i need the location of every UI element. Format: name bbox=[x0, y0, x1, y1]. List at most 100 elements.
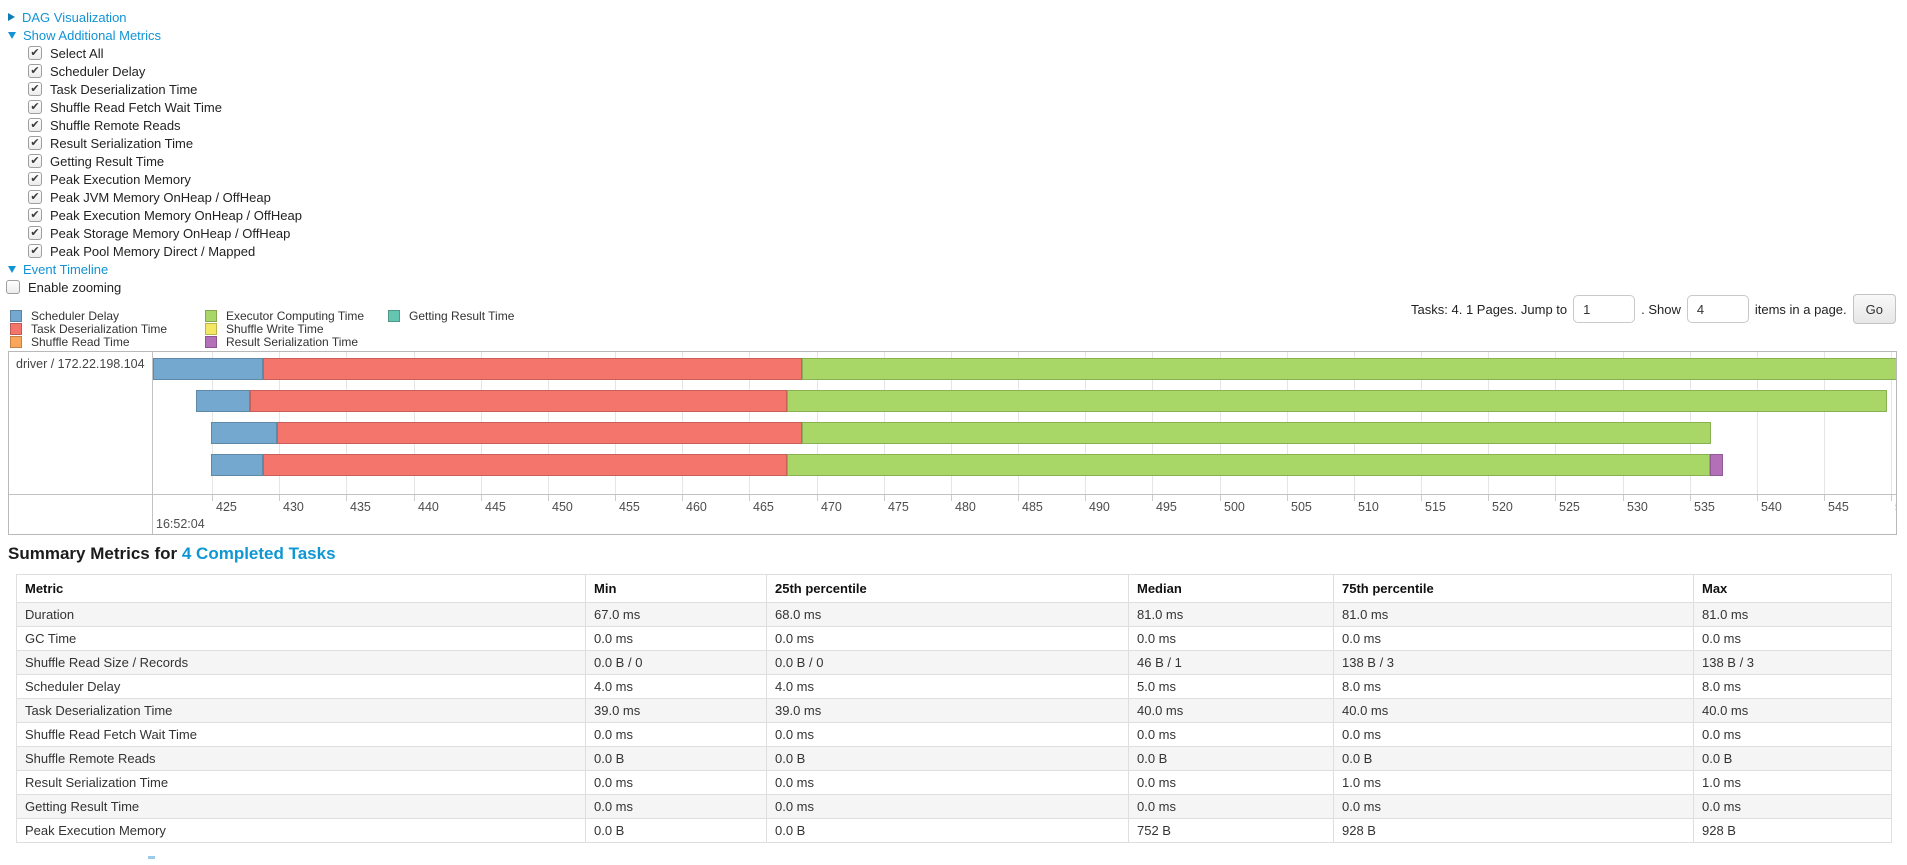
task-bar-segment[interactable] bbox=[801, 358, 1896, 380]
metric-checkbox[interactable]: ✔ bbox=[28, 244, 42, 258]
time-major-label: 16:52:04 bbox=[156, 517, 205, 531]
metric-checkbox-label: Select All bbox=[50, 45, 104, 61]
metric-checkbox-item[interactable]: ✔ Shuffle Remote Reads bbox=[0, 116, 900, 134]
metric-checkbox-item[interactable]: ✔ Select All bbox=[0, 44, 900, 62]
time-tick-label: 425 bbox=[216, 500, 237, 514]
legend-item: Executor Computing Time bbox=[205, 309, 364, 323]
metric-checkbox-item[interactable]: ✔ Getting Result Time bbox=[0, 152, 900, 170]
stage-page-controls: DAG Visualization Show Additional Metric… bbox=[0, 8, 900, 296]
task-bar-segment[interactable] bbox=[787, 390, 1888, 412]
table-row: GC Time 0.0 ms 0.0 ms 0.0 ms 0.0 ms 0.0 ms bbox=[16, 626, 1892, 651]
time-tick-label: 515 bbox=[1425, 500, 1446, 514]
legend-column: Executor Computing Time Shuffle Write Tim… bbox=[205, 309, 364, 349]
completed-tasks-link[interactable]: 4 Completed Tasks bbox=[181, 544, 336, 563]
metric-name-cell: Task Deserialization Time bbox=[16, 698, 586, 723]
metric-checkbox-item[interactable]: ✔ Shuffle Read Fetch Wait Time bbox=[0, 98, 900, 116]
items-per-page-input[interactable] bbox=[1686, 295, 1749, 323]
metric-checkbox-item[interactable]: ✔ Task Deserialization Time bbox=[0, 80, 900, 98]
time-tick-label: 530 bbox=[1627, 500, 1648, 514]
metric-checkbox[interactable]: ✔ bbox=[28, 100, 42, 114]
metric-value-cell: 40.0 ms bbox=[1333, 698, 1694, 723]
dag-visualization-toggle[interactable]: DAG Visualization bbox=[0, 8, 900, 26]
metric-value-cell: 0.0 B bbox=[585, 746, 767, 771]
legend-item-label: Scheduler Delay bbox=[31, 308, 120, 323]
metric-value-cell: 81.0 ms bbox=[1693, 602, 1892, 627]
metric-checkbox[interactable]: ✔ bbox=[28, 172, 42, 186]
enable-zooming-checkbox[interactable] bbox=[6, 280, 20, 294]
metric-checkbox[interactable]: ✔ bbox=[28, 118, 42, 132]
time-tick-label: 455 bbox=[619, 500, 640, 514]
summary-column-header: 75th percentile bbox=[1333, 574, 1694, 603]
legend-swatch-icon bbox=[388, 309, 400, 322]
metric-value-cell: 1.0 ms bbox=[1333, 770, 1694, 795]
jump-to-page-input[interactable] bbox=[1573, 295, 1636, 323]
metric-value-cell: 752 B bbox=[1128, 818, 1334, 843]
task-bar-segment[interactable] bbox=[801, 422, 1712, 444]
metric-checkbox-item[interactable]: ✔ Peak Storage Memory OnHeap / OffHeap bbox=[0, 224, 900, 242]
task-bar-segment[interactable] bbox=[263, 358, 802, 380]
time-tickmark bbox=[279, 495, 280, 501]
metric-value-cell: 0.0 B / 0 bbox=[585, 650, 767, 675]
time-tick-label: 495 bbox=[1156, 500, 1177, 514]
metric-value-cell: 0.0 B bbox=[585, 818, 767, 843]
time-tick-label: 460 bbox=[686, 500, 707, 514]
metric-checkbox[interactable]: ✔ bbox=[28, 226, 42, 240]
time-tick-label: 450 bbox=[552, 500, 573, 514]
metric-checkbox[interactable]: ✔ bbox=[28, 154, 42, 168]
metric-value-cell: 8.0 ms bbox=[1693, 674, 1892, 699]
metric-checkbox[interactable]: ✔ bbox=[28, 190, 42, 204]
metric-checkbox-item[interactable]: ✔ Peak Execution Memory OnHeap / OffHeap bbox=[0, 206, 900, 224]
task-bar-segment[interactable] bbox=[1709, 454, 1724, 476]
metric-checkbox[interactable]: ✔ bbox=[28, 46, 42, 60]
group-column-divider bbox=[152, 352, 153, 534]
collapsed-arrow-icon bbox=[8, 13, 15, 21]
legend-item: Shuffle Write Time bbox=[205, 322, 364, 336]
metric-checkbox-label: Scheduler Delay bbox=[50, 63, 146, 79]
task-bar-segment[interactable] bbox=[210, 454, 264, 476]
metric-checkbox[interactable]: ✔ bbox=[28, 64, 42, 78]
metric-checkbox-item[interactable]: ✔ Peak Execution Memory bbox=[0, 170, 900, 188]
task-bar-segment[interactable] bbox=[249, 390, 788, 412]
task-bar-segment[interactable] bbox=[210, 422, 277, 444]
event-timeline-label: Event Timeline bbox=[23, 261, 109, 277]
additional-metrics-checkbox-list: ✔ Select All ✔ Scheduler Delay ✔ Task Deseria… bbox=[0, 44, 900, 260]
legend-item: Shuffle Read Time bbox=[10, 335, 167, 349]
metric-checkbox[interactable]: ✔ bbox=[28, 82, 42, 96]
show-additional-metrics-toggle[interactable]: Show Additional Metrics bbox=[0, 26, 900, 44]
metric-value-cell: 40.0 ms bbox=[1693, 698, 1892, 723]
time-tickmark bbox=[1757, 495, 1758, 501]
metric-value-cell: 0.0 ms bbox=[585, 626, 767, 651]
metric-checkbox-label: Peak JVM Memory OnHeap / OffHeap bbox=[50, 189, 271, 205]
metric-checkbox[interactable]: ✔ bbox=[28, 208, 42, 222]
metric-value-cell: 928 B bbox=[1333, 818, 1694, 843]
metric-value-cell: 0.0 ms bbox=[585, 770, 767, 795]
metric-checkbox[interactable]: ✔ bbox=[28, 136, 42, 150]
metric-value-cell: 138 B / 3 bbox=[1333, 650, 1694, 675]
task-bar-segment[interactable] bbox=[263, 454, 788, 476]
metric-checkbox-item[interactable]: ✔ Peak Pool Memory Direct / Mapped bbox=[0, 242, 900, 260]
enable-zooming-option[interactable]: Enable zooming bbox=[0, 278, 900, 296]
go-button[interactable]: Go bbox=[1852, 294, 1896, 324]
legend-item: Result Serialization Time bbox=[205, 335, 364, 349]
time-tickmark bbox=[1085, 495, 1086, 501]
task-bar-segment[interactable] bbox=[195, 390, 250, 412]
time-tickmark bbox=[1018, 495, 1019, 501]
event-timeline-toggle[interactable]: Event Timeline bbox=[0, 260, 900, 278]
metric-checkbox-item[interactable]: ✔ Scheduler Delay bbox=[0, 62, 900, 80]
metric-value-cell: 4.0 ms bbox=[585, 674, 767, 699]
table-row: Task Deserialization Time 39.0 ms 39.0 ms 4… bbox=[16, 698, 1892, 723]
time-gridline bbox=[1891, 352, 1892, 494]
task-bar-segment[interactable] bbox=[153, 358, 264, 380]
time-tickmark bbox=[346, 495, 347, 501]
metric-checkbox-item[interactable]: ✔ Result Serialization Time bbox=[0, 134, 900, 152]
time-tickmark bbox=[414, 495, 415, 501]
metric-value-cell: 0.0 ms bbox=[766, 794, 1129, 819]
legend-item-label: Task Deserialization Time bbox=[31, 322, 168, 337]
task-bar-segment[interactable] bbox=[787, 454, 1710, 476]
metric-name-cell: Scheduler Delay bbox=[16, 674, 586, 699]
metric-value-cell: 0.0 ms bbox=[766, 770, 1129, 795]
metric-value-cell: 0.0 ms bbox=[766, 626, 1129, 651]
metric-name-cell: Duration bbox=[16, 602, 586, 627]
metric-checkbox-item[interactable]: ✔ Peak JVM Memory OnHeap / OffHeap bbox=[0, 188, 900, 206]
task-bar-segment[interactable] bbox=[276, 422, 802, 444]
